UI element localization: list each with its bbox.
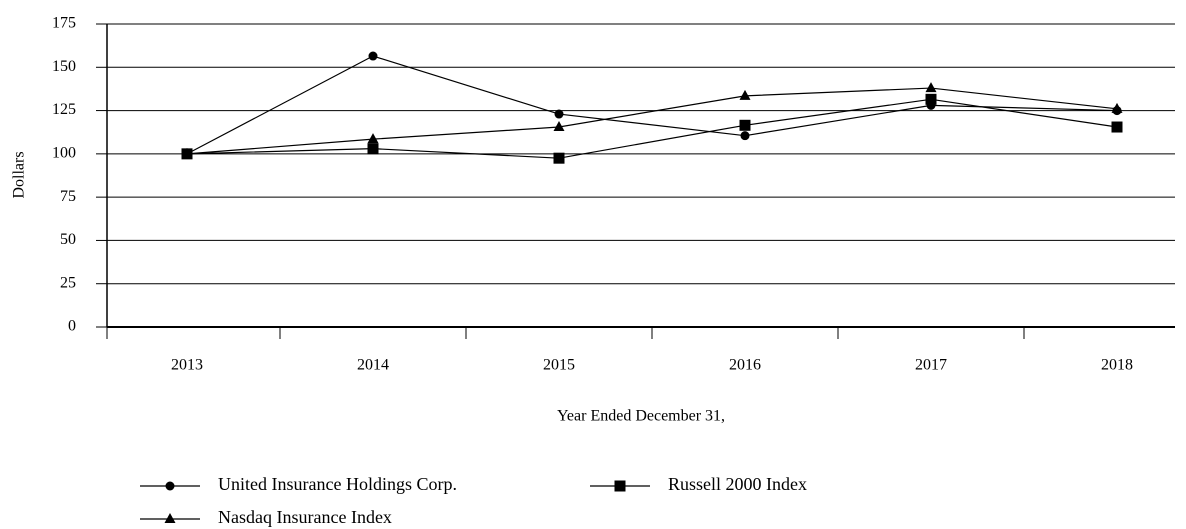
data-point — [367, 133, 379, 144]
x-tick-label: 2017 — [915, 357, 947, 374]
y-tick-label: 25 — [60, 274, 76, 291]
x-tick-label: 2015 — [543, 357, 575, 374]
data-point — [1111, 121, 1123, 133]
data-point — [553, 152, 565, 164]
y-tick-label: 50 — [60, 231, 76, 248]
x-axis-label: Year Ended December 31, — [557, 408, 725, 425]
x-tick-label: 2016 — [729, 357, 761, 374]
data-point — [925, 82, 937, 93]
x-tick-label: 2018 — [1101, 357, 1133, 374]
series-line — [186, 98, 1118, 159]
y-axis-label: Dollars — [11, 151, 28, 198]
x-tick-label: 2014 — [357, 357, 389, 374]
data-point — [367, 143, 379, 155]
data-point — [739, 119, 751, 131]
legend-label: Russell 2000 Index — [668, 474, 807, 494]
legend-marker — [164, 513, 176, 523]
legend-label: Nasdaq Insurance Index — [218, 507, 392, 527]
legend-marker — [614, 480, 626, 492]
y-tick-label: 175 — [52, 15, 76, 32]
data-point — [181, 147, 193, 158]
y-tick-label: 125 — [52, 101, 76, 118]
data-point — [739, 89, 751, 100]
data-point — [740, 131, 750, 141]
y-tick-label: 100 — [52, 145, 76, 162]
legend-label: United Insurance Holdings Corp. — [218, 474, 457, 494]
series-line — [186, 55, 1118, 155]
data-point — [1111, 102, 1123, 113]
legend-marker — [165, 481, 175, 491]
series-line — [186, 87, 1118, 155]
x-tick-label: 2013 — [171, 357, 203, 374]
y-tick-label: 75 — [60, 188, 76, 205]
data-point — [554, 109, 564, 119]
data-point — [553, 121, 565, 132]
data-point — [368, 51, 378, 61]
y-tick-label: 0 — [68, 318, 76, 335]
data-point — [925, 93, 937, 105]
y-tick-label: 150 — [52, 58, 76, 75]
